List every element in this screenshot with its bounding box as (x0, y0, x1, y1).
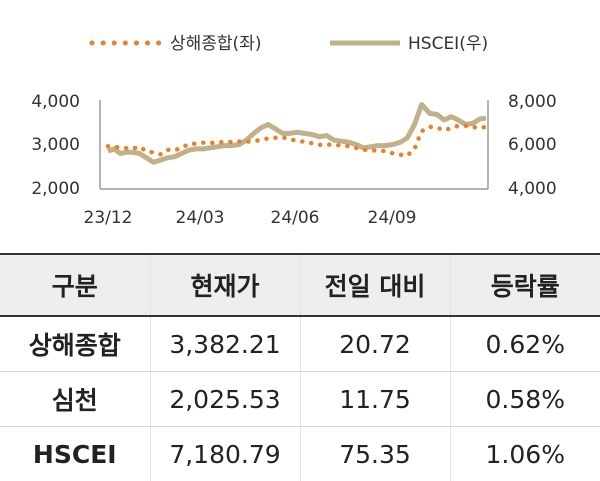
row-daily-change: 75.35 (300, 427, 450, 481)
row-change-rate: 1.06% (450, 427, 600, 481)
plot-area: 4,000 3,000 2,000 8,000 6,000 4,000 23/1… (31, 92, 556, 228)
header-daily-change: 전일 대비 (300, 254, 450, 316)
right-tick-label: 6,000 (508, 135, 557, 155)
header-change-rate: 등락률 (450, 254, 600, 316)
header-category: 구분 (0, 254, 150, 316)
legend-label-shanghai: 상해종합(좌) (170, 34, 261, 54)
chart-legend: 상해종합(좌) HSCEI(우) (92, 34, 488, 54)
index-quote-table: 구분 현재가 전일 대비 등락률 상해종합 3,382.21 20.72 0.6… (0, 253, 600, 481)
x-tick-label: 24/03 (176, 208, 225, 228)
right-y-ticks: 8,000 6,000 4,000 (508, 92, 557, 199)
table-row: 상해종합 3,382.21 20.72 0.62% (0, 316, 600, 372)
row-current-price: 3,382.21 (150, 316, 300, 372)
legend-label-hscei: HSCEI(우) (408, 34, 488, 54)
row-daily-change: 20.72 (300, 316, 450, 372)
row-change-rate: 0.62% (450, 316, 600, 372)
table-row: 심천 2,025.53 11.75 0.58% (0, 372, 600, 427)
left-y-ticks: 4,000 3,000 2,000 (31, 92, 80, 199)
left-tick-label: 2,000 (31, 179, 80, 199)
row-current-price: 7,180.79 (150, 427, 300, 481)
row-index-name: 심천 (0, 372, 150, 427)
x-tick-label: 24/06 (271, 208, 320, 228)
left-tick-label: 3,000 (31, 135, 80, 155)
index-line-chart: 상해종합(좌) HSCEI(우) 4,000 3,000 2,000 8,000… (0, 0, 600, 250)
row-change-rate: 0.58% (450, 372, 600, 427)
table-header-row: 구분 현재가 전일 대비 등락률 (0, 254, 600, 316)
x-ticks: 23/12 24/03 24/06 24/09 (84, 208, 417, 228)
x-tick-label: 24/09 (368, 208, 417, 228)
row-current-price: 2,025.53 (150, 372, 300, 427)
series-line-hscei (108, 105, 486, 163)
row-daily-change: 11.75 (300, 372, 450, 427)
header-current-price: 현재가 (150, 254, 300, 316)
right-tick-label: 8,000 (508, 92, 557, 112)
table-row: HSCEI 7,180.79 75.35 1.06% (0, 427, 600, 481)
row-index-name: HSCEI (0, 427, 150, 481)
right-tick-label: 4,000 (508, 179, 557, 199)
x-tick-label: 23/12 (84, 208, 133, 228)
row-index-name: 상해종합 (0, 316, 150, 372)
left-tick-label: 4,000 (31, 92, 80, 112)
